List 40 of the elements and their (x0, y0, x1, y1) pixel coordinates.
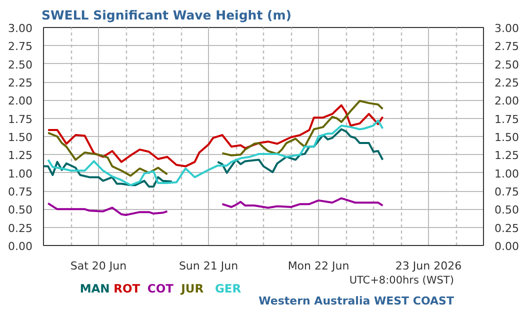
x-tick-label: Sat 20 Jun (70, 260, 127, 272)
y-tick-label: 2.50 (8, 58, 33, 72)
y2-tick-label: 0.75 (494, 186, 519, 198)
y-tick-label: 2.25 (8, 76, 33, 90)
y-tick-label: 0.50 (8, 204, 33, 217)
y2-tick-label: 0.00 (494, 240, 519, 253)
y2-tick-label: 0.50 (494, 204, 519, 217)
y2-tick-label: 2.75 (494, 40, 519, 54)
text: Western Australia WEST COAST (258, 294, 454, 308)
y2-tick-label: 3.00 (494, 22, 519, 35)
x-tick-label: Sun 21 Jun (178, 260, 238, 272)
y-tick-label: 2.75 (8, 40, 33, 54)
y-tick-label: 1.25 (8, 149, 33, 162)
line-series (47, 104, 384, 168)
y2-tick-label: 2.25 (494, 76, 519, 90)
y-tick-label: 1.50 (8, 131, 33, 144)
x-tick-label: Mon 22 Jun (288, 260, 350, 272)
text: UTC+8:00hrs (WST) (349, 274, 454, 286)
y2-tick-label: 2.00 (494, 94, 519, 108)
y2-tick-label: 1.50 (494, 131, 519, 144)
y-tick-label: 2.00 (8, 94, 33, 108)
text: MAN (80, 282, 110, 296)
y-tick-label: 0.75 (8, 186, 33, 198)
y-tick-label: 3.00 (8, 22, 33, 35)
line-series (47, 120, 384, 186)
x-tick-label: 23 Jun 2026 (395, 260, 462, 272)
y-tick-label: 0.25 (8, 222, 33, 235)
text: GER (214, 282, 242, 296)
y2-tick-label: 1.25 (494, 149, 519, 162)
y2-tick-label: 1.00 (494, 167, 519, 180)
y-tick-label: 1.75 (8, 112, 33, 126)
text: JUR (180, 282, 204, 296)
text: COT (147, 282, 174, 296)
y-tick-label: 0.00 (8, 240, 33, 253)
y2-tick-label: 2.50 (494, 58, 519, 72)
y-tick-label: 1.00 (8, 167, 33, 180)
text: ROT (114, 282, 140, 296)
y2-tick-label: 0.25 (494, 222, 519, 235)
chart-title: SWELL Significant Wave Height (m) (42, 8, 292, 22)
y2-tick-label: 1.75 (494, 112, 519, 126)
